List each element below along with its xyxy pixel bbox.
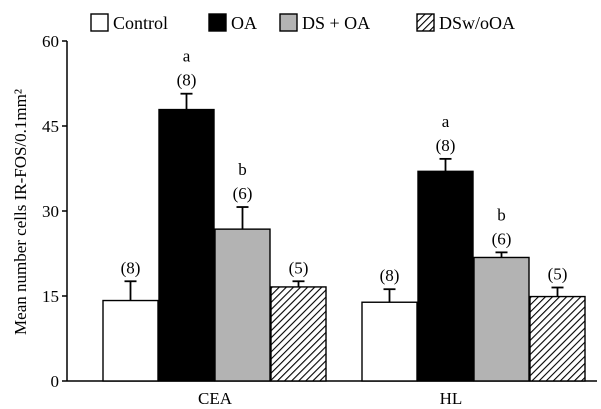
legend-label: DSw/oOA	[439, 13, 515, 33]
legend-swatch	[416, 13, 435, 32]
n-label: (8)	[177, 71, 197, 90]
bar	[270, 286, 327, 382]
n-label: (5)	[289, 258, 309, 277]
legend-label: OA	[231, 13, 257, 33]
bar	[473, 256, 530, 382]
bar	[529, 295, 586, 382]
n-label: (5)	[548, 265, 568, 284]
y-tick-label: 0	[51, 372, 60, 391]
x-tick-label: HL	[440, 389, 463, 408]
bar	[417, 170, 474, 382]
x-tick-label: CEA	[198, 389, 233, 408]
legend-swatch	[90, 13, 109, 32]
bar	[102, 299, 159, 382]
y-tick-label: 30	[42, 202, 59, 221]
y-tick-label: 60	[42, 32, 59, 51]
legend-swatch	[208, 13, 227, 32]
n-label: (6)	[233, 184, 253, 203]
significance-label: a	[442, 112, 450, 131]
n-label: (6)	[492, 229, 512, 248]
x-tick-labels: CEA HL	[198, 389, 462, 408]
y-ticks: 0 15 30 45 60	[42, 32, 67, 391]
legend: Control OA DS + OA DSw/oOA	[90, 13, 515, 33]
legend-label: DS + OA	[302, 13, 370, 33]
significance-label: a	[183, 47, 191, 66]
bar	[361, 301, 418, 382]
bar	[214, 228, 271, 382]
legend-label: Control	[113, 13, 168, 33]
y-tick-label: 15	[42, 287, 59, 306]
significance-label: b	[238, 160, 247, 179]
n-label: (8)	[121, 258, 141, 277]
n-label: (8)	[380, 266, 400, 285]
legend-swatch	[279, 13, 298, 32]
y-axis-label: Mean number cells IR-FOS/0.1mm²	[11, 89, 30, 335]
bars: (8) (8) a (6) b (5) (8) (8) a (6) b (5)	[102, 47, 586, 382]
significance-label: b	[497, 205, 506, 224]
y-tick-label: 45	[42, 117, 59, 136]
bar	[158, 108, 215, 382]
n-label: (8)	[436, 136, 456, 155]
